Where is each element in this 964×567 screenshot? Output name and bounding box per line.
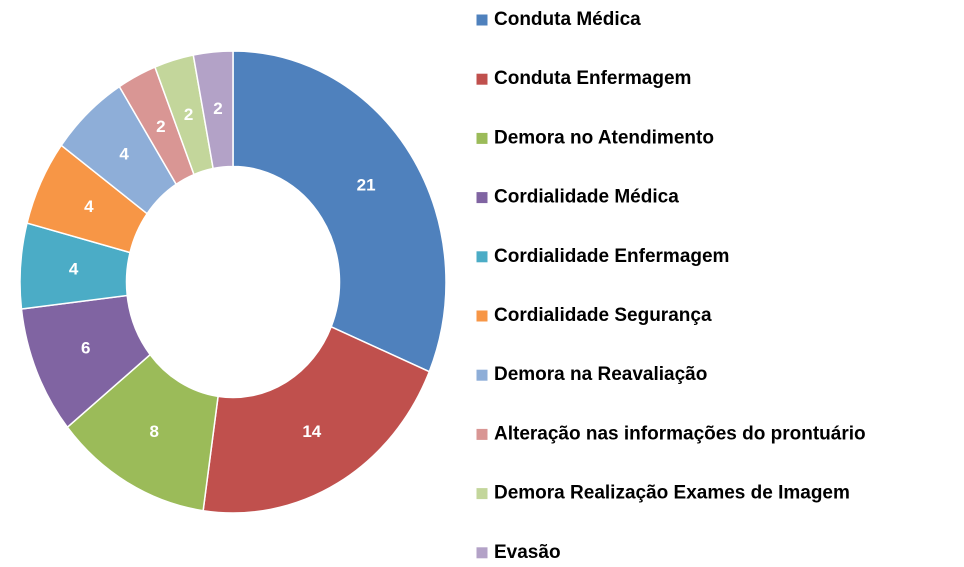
legend-text: Demora no Atendimento bbox=[494, 127, 714, 148]
slice-label: 21 bbox=[357, 176, 376, 195]
slice-label: 2 bbox=[213, 99, 222, 118]
legend-text: Demora Realização Exames de Imagem bbox=[494, 483, 850, 504]
legend-text: Conduta Enfermagem bbox=[494, 68, 691, 89]
slice-label: 2 bbox=[156, 117, 165, 136]
legend-text: Alteração nas informações do prontuário bbox=[494, 423, 866, 444]
legend-text: Conduta Médica bbox=[494, 9, 641, 30]
legend-marker bbox=[475, 13, 489, 27]
slice-label: 8 bbox=[149, 422, 158, 441]
legend-marker bbox=[475, 309, 489, 323]
legend-marker bbox=[475, 250, 489, 264]
slice bbox=[202, 325, 431, 514]
legend-marker bbox=[475, 546, 489, 560]
slice-label: 4 bbox=[84, 197, 94, 216]
legend-marker bbox=[475, 72, 489, 86]
slice-label: 14 bbox=[302, 422, 321, 441]
slice-label: 4 bbox=[69, 259, 79, 278]
slice bbox=[192, 50, 234, 170]
legend-text: Demora na Reavaliação bbox=[494, 364, 707, 385]
slice-label: 4 bbox=[119, 145, 129, 164]
legend-marker bbox=[475, 487, 489, 501]
legend-marker bbox=[475, 368, 489, 382]
slice-label: 2 bbox=[184, 105, 193, 124]
legend-text: Evasão bbox=[494, 542, 561, 563]
slice bbox=[232, 50, 447, 373]
legend-marker bbox=[475, 191, 489, 205]
legend-marker bbox=[475, 427, 489, 441]
slice-label: 6 bbox=[81, 339, 90, 358]
legend-text: Cordialidade Enfermagem bbox=[494, 246, 729, 267]
legend-text: Cordialidade Segurança bbox=[494, 305, 712, 326]
legend-marker bbox=[475, 131, 489, 145]
legend-text: Cordialidade Médica bbox=[494, 187, 679, 208]
